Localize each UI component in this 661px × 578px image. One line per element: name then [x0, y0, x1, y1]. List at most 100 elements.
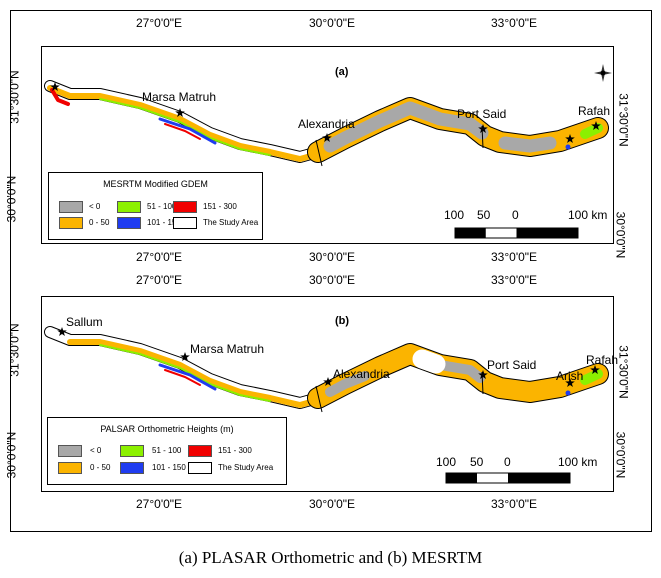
legend-swatch-101-150: [120, 462, 144, 474]
legend-swatch-51-100: [120, 445, 144, 457]
elevation-151-300-west: [164, 369, 201, 386]
city-label-rafah-b: Rafah: [586, 353, 619, 367]
legend-swatch-study-area: [188, 462, 212, 474]
legend-label: 0 - 50: [89, 218, 110, 227]
scale-bar-segment: [455, 228, 486, 238]
scale-label-100: 100: [436, 455, 457, 469]
elevation-51-100-west: [99, 344, 271, 402]
city-label-rafah-a: Rafah: [578, 104, 611, 118]
lon-label-27-bottom-a: 27°0'0"E: [136, 250, 183, 264]
city-star-icon: [590, 365, 600, 374]
city-label-marsa-matruh-a: Marsa Matruh: [142, 90, 217, 104]
city-star-icon: [478, 370, 488, 379]
scale-label-100km: 100 km: [568, 208, 608, 222]
lat-label-30-left-a: 30°0'0"N: [4, 175, 19, 223]
legend-label: 151 - 300: [203, 202, 237, 211]
lon-label-33-bottom-b: 33°0'0"E: [491, 497, 538, 511]
legend-swatch-0-50: [59, 217, 83, 229]
scale-label-100km: 100 km: [558, 455, 598, 469]
city-label-alexandria-b: Alexandria: [333, 367, 390, 381]
elevation-below-0: [435, 360, 485, 383]
legend-swatch-151-300: [173, 201, 197, 213]
segment-boundary: [315, 385, 323, 413]
lat-label-30-right-b: 30°0'0"N: [613, 431, 628, 479]
lat-label-3130-right-b: 31°30'0"N: [616, 345, 631, 399]
lon-label-33-top-b: 33°0'0"E: [491, 273, 538, 287]
city-star-icon: [180, 352, 190, 361]
legend-label: 101 - 150: [147, 218, 181, 227]
elevation-51-100-east: [580, 123, 603, 139]
lat-label-3130-right-a: 31°30'0"N: [616, 93, 631, 147]
elevation-151-300-west: [164, 123, 201, 140]
no-data-gap: [412, 349, 446, 374]
lat-label-30-left-b: 30°0'0"N: [4, 431, 19, 479]
lat-label-3130-left-b: 31°30'0"N: [7, 323, 22, 377]
elevation-101-150-east: [565, 144, 571, 150]
city-star-icon: [591, 121, 601, 130]
elevation-151-300-sallum: [50, 88, 70, 106]
city-label-alexandria-a: Alexandria: [298, 117, 355, 131]
legend-label: The Study Area: [203, 218, 259, 227]
legend-a: MESRTM Modified GDEM < 0 0 - 50 51 - 100…: [48, 172, 263, 240]
lon-label-30-bottom-b: 30°0'0"E: [309, 497, 356, 511]
scale-label-100: 100: [444, 208, 465, 222]
lon-label-33-top-a: 33°0'0"E: [491, 16, 538, 30]
city-star-icon: [565, 134, 575, 143]
scale-label-0: 0: [504, 455, 511, 469]
scale-bar-segment: [508, 473, 570, 483]
legend-label: The Study Area: [218, 463, 274, 472]
legend-swatch-0-50: [58, 462, 82, 474]
elevation-101-150-east: [565, 390, 571, 396]
legend-label: 0 - 50: [90, 463, 111, 472]
legend-swatch-study-area: [173, 217, 197, 229]
lon-label-30-top-b: 30°0'0"E: [309, 273, 356, 287]
scale-label-0: 0: [512, 208, 519, 222]
scale-bar-segment: [516, 228, 578, 238]
scale-label-50: 50: [470, 455, 484, 469]
legend-swatch-51-100: [117, 201, 141, 213]
panel-label-b: (b): [335, 315, 350, 327]
study-area-a: [44, 80, 609, 167]
legend-label: < 0: [89, 202, 101, 211]
legend-label: 151 - 300: [218, 446, 252, 455]
lon-label-27-top-a: 27°0'0"E: [136, 16, 183, 30]
lon-label-30-top-a: 30°0'0"E: [309, 16, 356, 30]
compass-rose-center: [600, 70, 606, 76]
lon-label-30-bottom-a: 30°0'0"E: [309, 250, 356, 264]
map-frame-a: [41, 46, 614, 244]
legend-swatch-101-150: [117, 217, 141, 229]
segment-boundary: [315, 139, 323, 167]
elevation-below-0: [498, 136, 557, 153]
figure-border: [10, 10, 652, 532]
legend-swatch-151-300: [188, 445, 212, 457]
map-frame-b: [41, 296, 614, 492]
city-label-marsa-matruh-b: Marsa Matruh: [190, 342, 265, 356]
legend-label: 51 - 100: [152, 446, 182, 455]
legend-swatch-below-0: [58, 445, 82, 457]
city-label-port-said-a: Port Said: [457, 107, 507, 121]
elevation-0-50-west: [67, 339, 321, 408]
elevation-51-100-east: [580, 369, 603, 385]
legend-title-a: MESRTM Modified GDEM: [103, 179, 208, 189]
city-label-sallum-b: Sallum: [66, 315, 103, 329]
lon-label-27-top-b: 27°0'0"E: [136, 273, 183, 287]
elevation-0-50-west: [47, 85, 321, 162]
elevation-below-0: [323, 101, 489, 153]
city-star-icon: [478, 124, 488, 133]
legend-label: < 0: [90, 446, 102, 455]
study-area-b: [44, 326, 609, 413]
elevation-51-100-west: [99, 98, 271, 156]
legend-label: 101 - 150: [152, 463, 186, 472]
city-star-icon: [323, 377, 333, 386]
lon-label-33-bottom-a: 33°0'0"E: [491, 250, 538, 264]
legend-b: PALSAR Orthometric Heights (m) < 0 0 - 5…: [47, 417, 287, 485]
lon-label-27-bottom-b: 27°0'0"E: [136, 497, 183, 511]
legend-swatch-below-0: [59, 201, 83, 213]
city-label-port-said-b: Port Said: [487, 358, 537, 372]
city-label-arish-b: Arish: [556, 369, 584, 383]
elevation-101-150-west: [158, 363, 217, 391]
panel-label-a: (a): [335, 66, 349, 78]
elevation-below-0: [325, 371, 370, 397]
